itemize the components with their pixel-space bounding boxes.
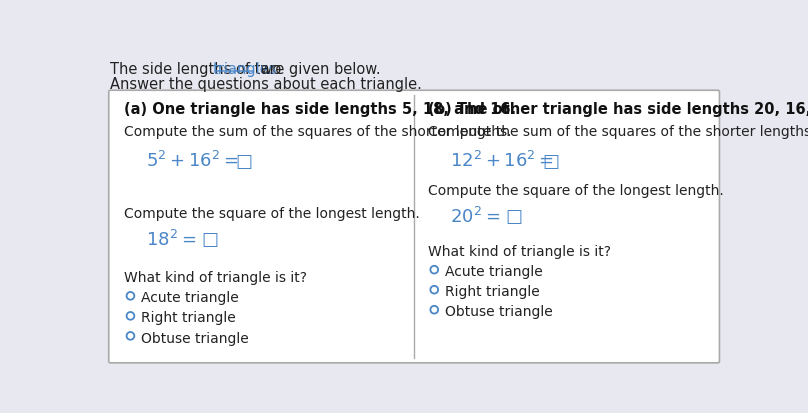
Text: $5^{2} + 16^{2} = $: $5^{2} + 16^{2} = $ [146,151,238,171]
Text: Compute the square of the longest length.: Compute the square of the longest length… [428,183,724,197]
Text: Obtuse triangle: Obtuse triangle [445,304,553,318]
Text: What kind of triangle is it?: What kind of triangle is it? [428,244,611,259]
Text: Acute triangle: Acute triangle [445,265,543,279]
Text: Obtuse triangle: Obtuse triangle [141,331,249,345]
Text: Acute triangle: Acute triangle [141,291,239,305]
Text: What kind of triangle is it?: What kind of triangle is it? [124,271,307,285]
Text: (a) One triangle has side lengths 5, 18, and 16.: (a) One triangle has side lengths 5, 18,… [124,102,516,117]
Text: □: □ [543,152,560,171]
Text: □: □ [202,231,219,249]
Text: Right triangle: Right triangle [141,311,236,325]
Text: The side lengths of two: The side lengths of two [111,62,286,77]
Text: □: □ [506,208,523,226]
Text: Compute the sum of the squares of the shorter lengths.: Compute the sum of the squares of the sh… [428,125,808,139]
Text: Answer the questions about each triangle.: Answer the questions about each triangle… [111,77,422,92]
Text: $18^{2} = $: $18^{2} = $ [146,229,196,249]
Text: Right triangle: Right triangle [445,285,540,299]
Text: Compute the sum of the squares of the shorter lengths.: Compute the sum of the squares of the sh… [124,125,511,139]
Text: □: □ [235,152,252,171]
FancyBboxPatch shape [109,91,719,363]
Text: (b) The other triangle has side lengths 20, 16, and 12.: (b) The other triangle has side lengths … [428,102,808,117]
Text: $20^{2} = $: $20^{2} = $ [450,206,500,226]
Text: are given below.: are given below. [256,62,381,77]
Text: $12^{2} + 16^{2} = $: $12^{2} + 16^{2} = $ [450,151,553,171]
Text: Compute the square of the longest length.: Compute the square of the longest length… [124,206,420,220]
Text: triangles: triangles [213,62,277,77]
